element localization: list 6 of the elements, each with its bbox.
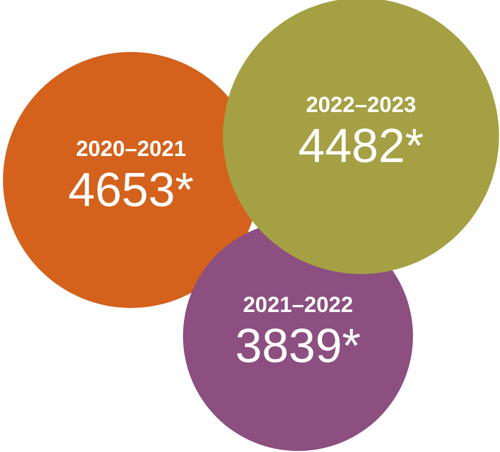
category-label: 2020–2021 [76, 136, 186, 161]
data-label: 3839* [235, 320, 361, 373]
data-label: 4653* [68, 164, 194, 217]
category-label: 2022–2023 [306, 92, 416, 117]
data-label: 4482* [298, 120, 424, 173]
category-label: 2021–2022 [242, 292, 354, 317]
